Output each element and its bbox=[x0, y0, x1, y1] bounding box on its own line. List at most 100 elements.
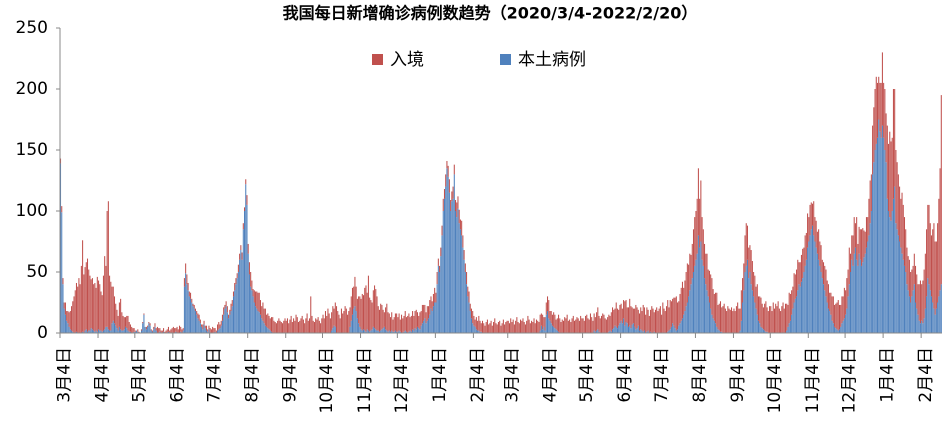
bar-segment bbox=[890, 141, 892, 221]
bar-segment bbox=[511, 322, 513, 333]
bar-segment bbox=[257, 311, 259, 333]
bar-segment bbox=[214, 328, 216, 332]
bar-segment bbox=[201, 324, 203, 327]
bar-segment bbox=[61, 206, 63, 213]
x-tick-label: 12月4日 bbox=[840, 347, 860, 413]
bar-segment bbox=[913, 284, 915, 333]
bar-segment bbox=[849, 272, 852, 333]
bar-segment bbox=[169, 330, 171, 333]
bar-segment bbox=[185, 273, 187, 333]
bar-segment bbox=[252, 296, 254, 333]
bar-segment bbox=[760, 297, 762, 327]
bar-segment bbox=[280, 322, 282, 333]
bar-segment bbox=[75, 331, 77, 333]
bar-segment bbox=[707, 296, 709, 333]
bar-segment bbox=[129, 324, 131, 332]
bar-segment bbox=[362, 329, 365, 333]
bar-segment bbox=[825, 296, 827, 333]
bar-segment bbox=[571, 318, 573, 333]
bar-segment bbox=[643, 330, 645, 333]
bar-segment bbox=[656, 307, 658, 333]
bar-segment bbox=[710, 274, 712, 309]
bar-segment bbox=[459, 219, 461, 230]
bar-segment bbox=[248, 262, 250, 275]
bar-segment bbox=[387, 312, 389, 332]
bar-segment bbox=[759, 296, 761, 324]
bar-segment bbox=[132, 328, 134, 333]
bar-segment bbox=[897, 235, 899, 333]
bar-segment bbox=[673, 325, 675, 333]
bar-segment bbox=[863, 230, 865, 258]
bar-segment bbox=[475, 329, 477, 333]
bar-segment bbox=[824, 290, 826, 333]
bar-segment bbox=[831, 320, 833, 333]
bar-segment bbox=[313, 322, 315, 333]
bar-segment bbox=[456, 202, 458, 218]
bar-segment bbox=[732, 311, 734, 333]
bar-segment bbox=[113, 296, 116, 324]
bar-segment bbox=[915, 265, 917, 303]
bar-segment bbox=[646, 331, 648, 333]
bar-segment bbox=[640, 307, 642, 330]
bar-segment bbox=[846, 278, 848, 309]
bar-segment bbox=[864, 231, 866, 254]
bar-segment bbox=[674, 328, 676, 333]
bar-segment bbox=[86, 331, 89, 333]
bar-segment bbox=[419, 329, 421, 333]
bar-segment bbox=[862, 228, 864, 263]
bar-segment bbox=[899, 241, 901, 333]
bar-segment bbox=[670, 301, 672, 327]
bar-segment bbox=[926, 229, 928, 297]
bar-segment bbox=[669, 329, 671, 333]
bar-segment bbox=[208, 325, 210, 330]
bar-segment bbox=[865, 217, 867, 248]
bar-segment bbox=[269, 330, 271, 333]
bar-segment bbox=[939, 168, 941, 291]
bar-segment bbox=[405, 331, 407, 333]
bar-segment bbox=[521, 320, 523, 333]
bar-segment bbox=[219, 324, 221, 329]
bar-segment bbox=[351, 287, 353, 315]
bar-segment bbox=[715, 292, 717, 324]
bar-segment bbox=[462, 235, 464, 248]
bar-segment bbox=[625, 300, 627, 323]
bar-segment bbox=[358, 323, 360, 333]
bar-segment bbox=[133, 328, 135, 332]
bar-segment bbox=[145, 329, 147, 333]
bar-segment bbox=[342, 313, 344, 333]
bar-segment bbox=[706, 253, 708, 291]
bar-segment bbox=[670, 326, 672, 333]
bar-segment bbox=[922, 323, 924, 333]
bar-segment bbox=[880, 82, 882, 138]
bar-segment bbox=[845, 290, 847, 315]
bar-segment bbox=[810, 202, 812, 230]
bar-segment bbox=[694, 217, 696, 266]
bar-segment bbox=[430, 308, 432, 333]
bar-segment bbox=[377, 330, 379, 333]
bar-segment bbox=[618, 325, 620, 333]
bar-segment bbox=[783, 308, 785, 333]
bar-segment bbox=[771, 311, 773, 333]
bar-segment bbox=[756, 284, 758, 315]
bar-segment bbox=[386, 330, 388, 333]
bar-segment bbox=[870, 174, 872, 211]
bar-segment bbox=[692, 272, 695, 333]
bar-segment bbox=[94, 331, 96, 333]
bar-segment bbox=[715, 323, 717, 333]
bar-segment bbox=[911, 269, 913, 297]
bar-segment bbox=[867, 241, 869, 333]
bar-segment bbox=[712, 289, 714, 319]
bar-segment bbox=[183, 286, 185, 333]
bar-segment bbox=[743, 263, 745, 291]
bar-segment bbox=[85, 329, 87, 333]
bar-segment bbox=[218, 322, 220, 330]
bar-segment bbox=[680, 320, 682, 333]
bar-segment bbox=[823, 284, 825, 333]
bar-segment bbox=[733, 308, 735, 333]
bar-segment bbox=[831, 296, 833, 321]
x-tick-label: 3月4日 bbox=[502, 347, 522, 403]
bar-segment bbox=[99, 330, 101, 333]
bar-segment bbox=[848, 284, 850, 333]
bar-segment bbox=[885, 113, 887, 163]
bar-segment bbox=[856, 217, 858, 260]
